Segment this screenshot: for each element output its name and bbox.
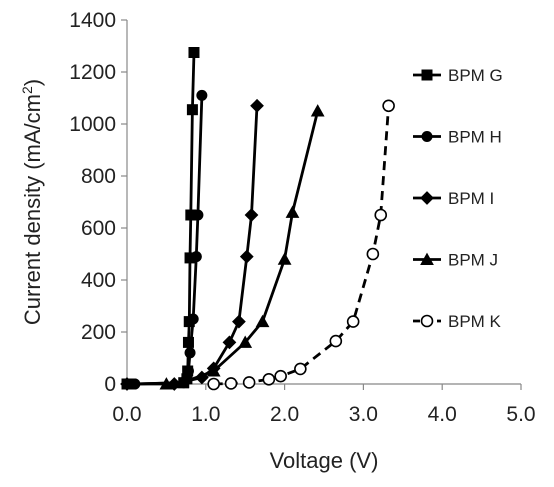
data-point bbox=[186, 104, 198, 116]
data-point bbox=[182, 365, 194, 377]
legend-label: BPM I bbox=[448, 189, 494, 208]
y-axis-title-superscript: 2 bbox=[19, 86, 35, 94]
data-point bbox=[159, 377, 174, 390]
legend-marker bbox=[421, 69, 433, 81]
data-point bbox=[274, 369, 287, 383]
legend-marker bbox=[420, 252, 434, 265]
y-axis-title-main: Current density (mA/cm bbox=[20, 94, 45, 325]
legend-entry: BPM H bbox=[413, 128, 502, 147]
data-point bbox=[190, 251, 202, 263]
legend-marker bbox=[420, 191, 434, 205]
x-tick-label: 1.0 bbox=[191, 403, 220, 426]
series-line bbox=[213, 105, 390, 386]
y-tick-label: 1400 bbox=[69, 9, 116, 32]
y-tick-label: 800 bbox=[81, 165, 116, 188]
series-bpm-g bbox=[121, 47, 200, 390]
data-point bbox=[255, 314, 270, 328]
data-point bbox=[120, 377, 134, 391]
data-point bbox=[222, 335, 237, 350]
data-point bbox=[207, 377, 220, 391]
data-point bbox=[184, 252, 196, 264]
data-point bbox=[242, 376, 256, 389]
data-point bbox=[196, 89, 208, 101]
y-tick-label: 600 bbox=[81, 217, 116, 240]
series-bpm-k bbox=[207, 99, 395, 391]
data-point bbox=[329, 334, 343, 348]
legend-entry: BPM G bbox=[413, 66, 503, 85]
x-tick-label: 3.0 bbox=[349, 403, 378, 426]
data-point bbox=[188, 47, 200, 58]
legend-marker bbox=[421, 131, 433, 142]
legend-entry: BPM I bbox=[413, 189, 494, 208]
x-tick-label: 5.0 bbox=[506, 403, 535, 426]
data-point bbox=[250, 98, 264, 113]
data-point bbox=[346, 315, 360, 328]
data-point bbox=[192, 209, 204, 221]
legend-label: BPM J bbox=[448, 251, 498, 270]
data-point bbox=[262, 373, 276, 386]
data-point bbox=[277, 252, 292, 265]
x-axis-title: Voltage (V) bbox=[270, 448, 379, 473]
legend-label: BPM K bbox=[448, 312, 502, 331]
legend-entry: BPM J bbox=[413, 251, 498, 270]
data-point bbox=[294, 362, 307, 376]
y-axis-title-close: ) bbox=[20, 79, 45, 86]
x-tick-label: 2.0 bbox=[270, 403, 299, 426]
series-bpm-h bbox=[121, 89, 208, 390]
y-tick-label: 1200 bbox=[69, 61, 116, 84]
data-point bbox=[285, 205, 300, 218]
legend-label: BPM G bbox=[448, 66, 503, 85]
data-point bbox=[185, 209, 197, 221]
y-axis-title: Current density (mA/cm2) bbox=[19, 79, 45, 325]
y-tick-label: 200 bbox=[81, 321, 116, 344]
data-point bbox=[206, 364, 221, 377]
data-point bbox=[382, 99, 395, 113]
y-tick-label: 0 bbox=[104, 373, 116, 396]
data-point bbox=[232, 314, 246, 329]
legend-entry: BPM K bbox=[413, 312, 502, 331]
y-tick-label: 1000 bbox=[69, 113, 116, 136]
series-bpm-j bbox=[159, 104, 325, 390]
x-tick-label: 0.0 bbox=[112, 403, 141, 426]
data-point bbox=[310, 104, 325, 117]
x-tick-label: 4.0 bbox=[428, 403, 457, 426]
data-point bbox=[239, 249, 254, 264]
data-point bbox=[187, 313, 199, 325]
data-point bbox=[244, 208, 259, 222]
data-point bbox=[224, 377, 238, 390]
data-point bbox=[374, 208, 388, 222]
legend-marker bbox=[420, 314, 434, 328]
data-point bbox=[366, 247, 380, 261]
series-line bbox=[166, 110, 320, 386]
series-line bbox=[127, 52, 196, 386]
data-point bbox=[182, 336, 194, 348]
data-point bbox=[175, 375, 190, 389]
y-tick-label: 400 bbox=[81, 269, 116, 292]
data-point bbox=[184, 347, 196, 359]
legend-label: BPM H bbox=[448, 128, 502, 147]
data-point bbox=[238, 335, 253, 348]
